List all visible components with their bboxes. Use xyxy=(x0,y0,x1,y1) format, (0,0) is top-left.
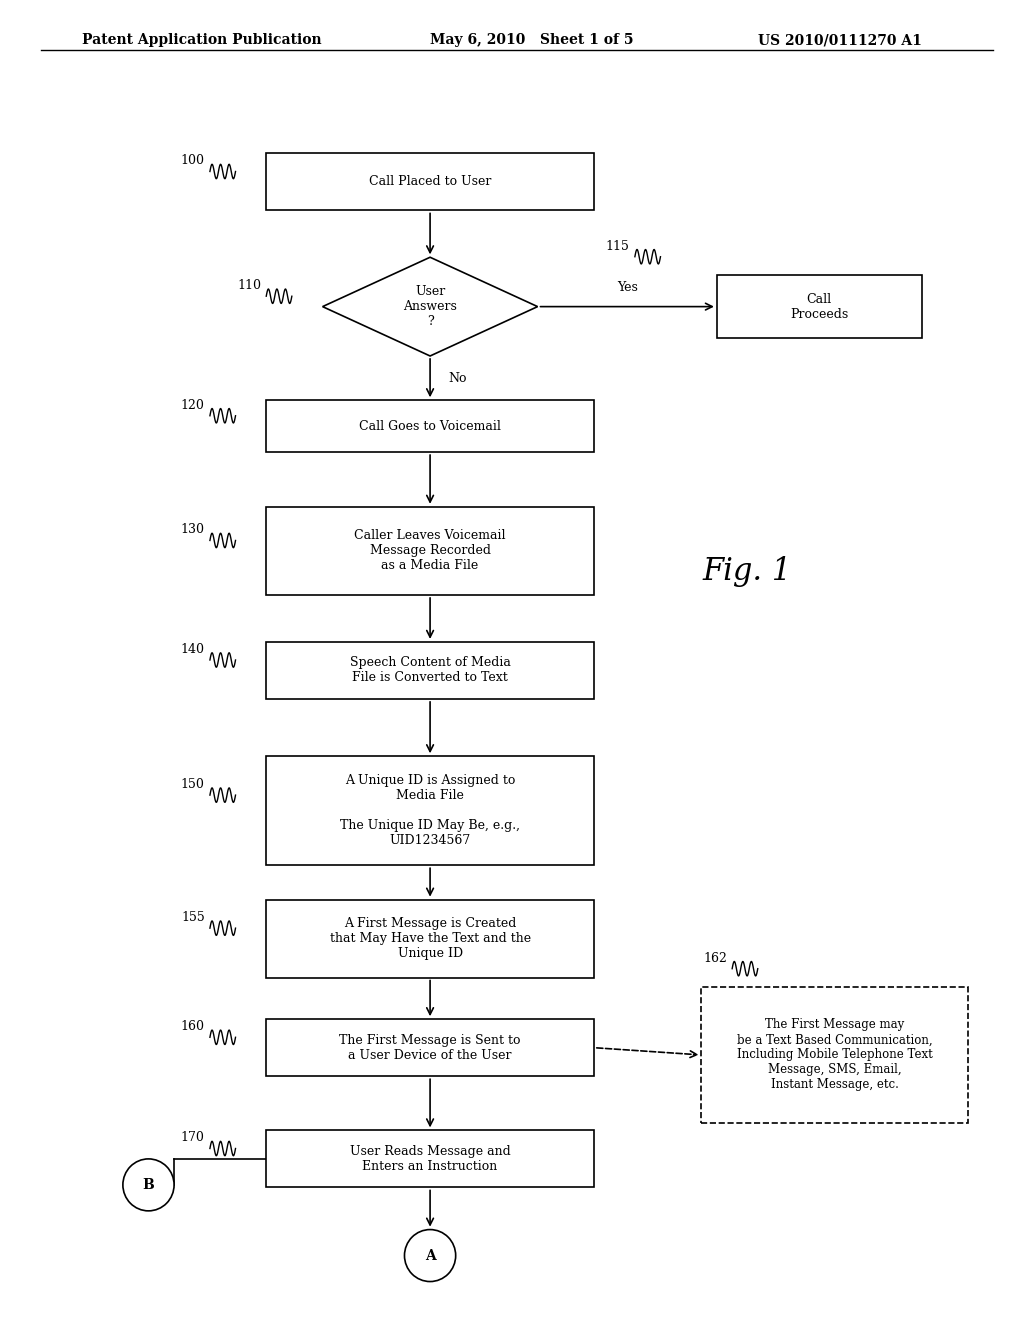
Text: 155: 155 xyxy=(181,911,205,924)
Circle shape xyxy=(123,1159,174,1210)
Text: Call
Proceeds: Call Proceeds xyxy=(791,293,848,321)
Text: 150: 150 xyxy=(181,777,205,791)
Text: 100: 100 xyxy=(181,154,205,168)
Bar xyxy=(266,507,594,595)
Text: User Reads Message and
Enters an Instruction: User Reads Message and Enters an Instruc… xyxy=(350,1144,510,1173)
Text: 115: 115 xyxy=(606,239,630,252)
Bar xyxy=(717,276,922,338)
Text: The First Message may
be a Text Based Communication,
Including Mobile Telephone : The First Message may be a Text Based Co… xyxy=(736,1019,933,1092)
Text: 170: 170 xyxy=(181,1131,205,1144)
Text: A First Message is Created
that May Have the Text and the
Unique ID: A First Message is Created that May Have… xyxy=(330,917,530,960)
Text: 110: 110 xyxy=(238,279,261,292)
Bar xyxy=(266,153,594,210)
Text: Call Goes to Voicemail: Call Goes to Voicemail xyxy=(359,420,501,433)
Text: US 2010/0111270 A1: US 2010/0111270 A1 xyxy=(758,33,922,48)
Text: Patent Application Publication: Patent Application Publication xyxy=(82,33,322,48)
Bar xyxy=(266,1019,594,1076)
Bar xyxy=(266,400,594,453)
Text: A: A xyxy=(425,1249,435,1262)
Text: The First Message is Sent to
a User Device of the User: The First Message is Sent to a User Devi… xyxy=(339,1034,521,1061)
Circle shape xyxy=(404,1229,456,1282)
Bar xyxy=(266,1130,594,1188)
Text: 160: 160 xyxy=(181,1020,205,1034)
Polygon shape xyxy=(323,257,538,356)
Text: Fig. 1: Fig. 1 xyxy=(702,556,793,587)
Text: 162: 162 xyxy=(703,952,727,965)
Text: A Unique ID is Assigned to
Media File

The Unique ID May Be, e.g.,
UID1234567: A Unique ID is Assigned to Media File Th… xyxy=(340,775,520,847)
Bar xyxy=(266,756,594,866)
Text: B: B xyxy=(142,1177,155,1192)
Bar xyxy=(701,987,968,1122)
Text: User
Answers
?: User Answers ? xyxy=(403,285,457,329)
Text: Caller Leaves Voicemail
Message Recorded
as a Media File: Caller Leaves Voicemail Message Recorded… xyxy=(354,529,506,573)
Bar xyxy=(266,642,594,700)
Bar xyxy=(266,899,594,978)
Text: No: No xyxy=(449,371,467,384)
Text: 130: 130 xyxy=(181,523,205,536)
Text: 140: 140 xyxy=(181,643,205,656)
Text: Yes: Yes xyxy=(616,281,638,294)
Text: Speech Content of Media
File is Converted to Text: Speech Content of Media File is Converte… xyxy=(349,656,511,684)
Text: 120: 120 xyxy=(181,399,205,412)
Text: May 6, 2010   Sheet 1 of 5: May 6, 2010 Sheet 1 of 5 xyxy=(430,33,634,48)
Text: Call Placed to User: Call Placed to User xyxy=(369,176,492,189)
